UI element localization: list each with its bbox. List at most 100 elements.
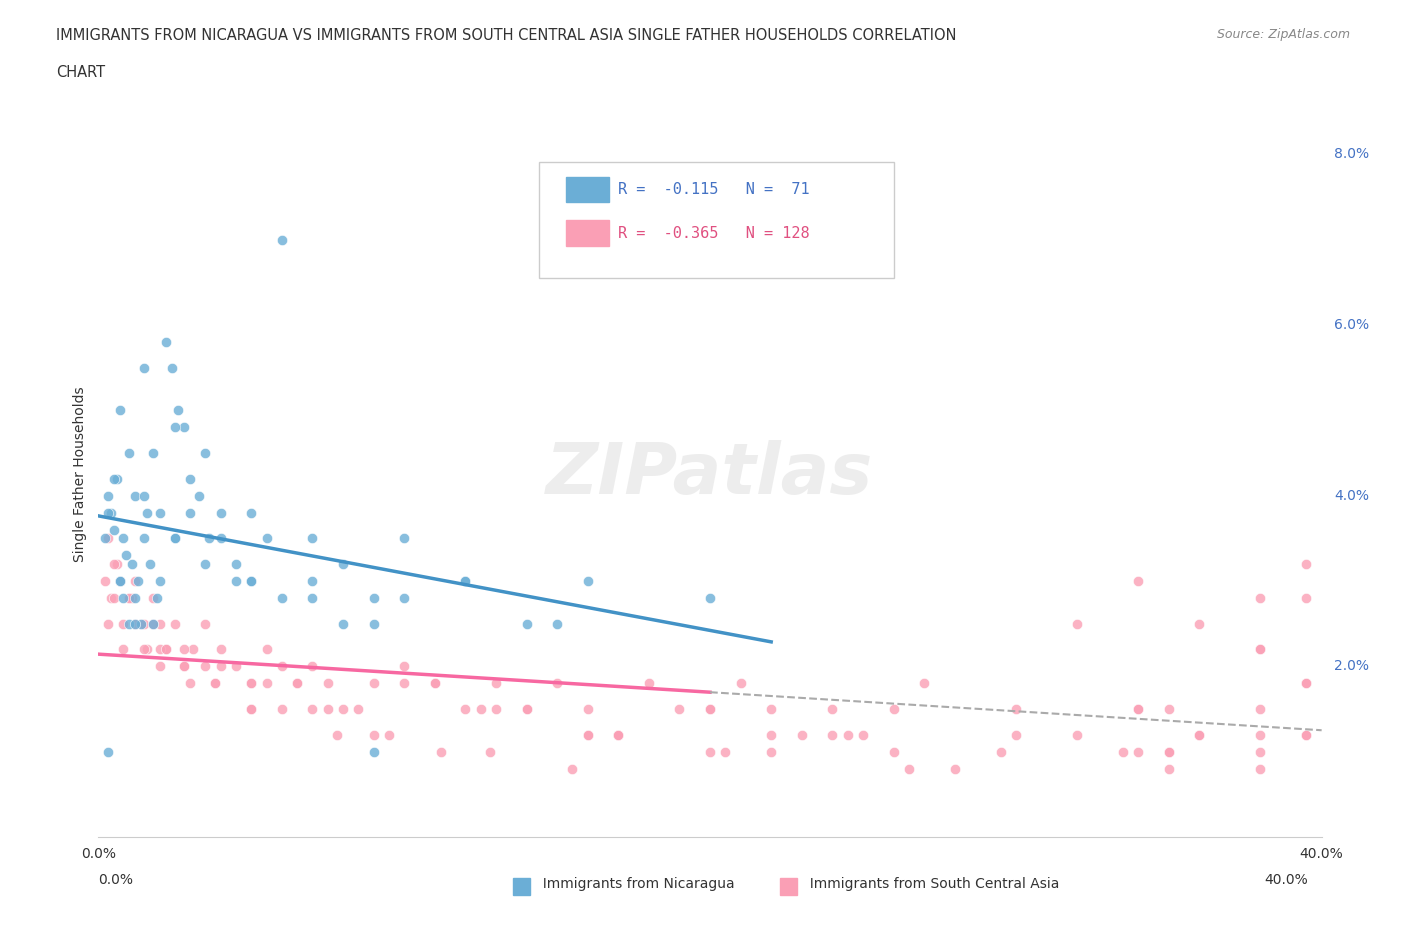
Point [1188, 727, 1211, 742]
Point [423, 676, 446, 691]
Point [142, 591, 165, 605]
Point [124, 488, 146, 503]
Point [179, 676, 201, 691]
Point [103, 523, 125, 538]
Point [332, 701, 354, 716]
Point [167, 403, 190, 418]
Point [240, 676, 263, 691]
Point [392, 531, 416, 546]
Point [1128, 701, 1150, 716]
Point [160, 360, 183, 375]
Point [714, 744, 737, 759]
Point [256, 642, 278, 657]
Point [270, 232, 292, 247]
Point [1004, 727, 1026, 742]
Point [163, 420, 186, 435]
Point [105, 472, 128, 486]
Point [155, 642, 177, 657]
Point [173, 658, 195, 673]
Point [301, 658, 323, 673]
Point [163, 531, 186, 546]
Point [1249, 701, 1271, 716]
Point [1157, 701, 1180, 716]
Point [301, 701, 323, 716]
Point [485, 701, 508, 716]
Point [576, 727, 599, 742]
Point [1128, 744, 1150, 759]
Point [1249, 591, 1271, 605]
Point [179, 505, 201, 520]
Point [1128, 701, 1150, 716]
Point [129, 617, 152, 631]
Point [1188, 727, 1211, 742]
Text: 0.0%: 0.0% [98, 872, 134, 886]
Text: Immigrants from Nicaragua: Immigrants from Nicaragua [534, 876, 735, 891]
Point [607, 727, 630, 742]
Point [1295, 676, 1317, 691]
Point [118, 617, 141, 631]
Text: Immigrants from South Central Asia: Immigrants from South Central Asia [801, 876, 1060, 891]
Point [204, 676, 226, 691]
Point [188, 488, 211, 503]
Point [668, 701, 690, 716]
Point [699, 744, 721, 759]
Point [1249, 762, 1271, 777]
Point [430, 744, 453, 759]
Point [149, 642, 172, 657]
Point [173, 420, 195, 435]
Point [225, 556, 247, 571]
Point [852, 727, 875, 742]
Point [155, 642, 177, 657]
Point [912, 676, 935, 691]
Point [145, 591, 167, 605]
Point [1066, 727, 1088, 742]
Point [1249, 642, 1271, 657]
Point [142, 617, 165, 631]
Text: R =  -0.365   N = 128: R = -0.365 N = 128 [619, 226, 810, 241]
Point [163, 531, 186, 546]
Point [392, 658, 416, 673]
Point [103, 472, 125, 486]
Point [124, 574, 146, 589]
Point [1157, 744, 1180, 759]
FancyBboxPatch shape [538, 163, 894, 278]
Point [454, 701, 477, 716]
Point [454, 574, 477, 589]
Point [516, 701, 538, 716]
Point [301, 531, 323, 546]
Point [142, 445, 165, 460]
Point [240, 574, 263, 589]
Point [256, 531, 278, 546]
Point [1188, 617, 1211, 631]
Point [837, 727, 859, 742]
Point [730, 676, 752, 691]
Point [103, 591, 125, 605]
Point [326, 727, 349, 742]
Point [179, 472, 201, 486]
Point [1128, 574, 1150, 589]
Text: 40.0%: 40.0% [1264, 872, 1308, 886]
Point [173, 642, 195, 657]
Point [240, 701, 263, 716]
Text: IMMIGRANTS FROM NICARAGUA VS IMMIGRANTS FROM SOUTH CENTRAL ASIA SINGLE FATHER HO: IMMIGRANTS FROM NICARAGUA VS IMMIGRANTS … [56, 28, 956, 43]
Point [108, 403, 131, 418]
Point [1295, 676, 1317, 691]
Point [105, 556, 128, 571]
Point [516, 701, 538, 716]
Point [943, 762, 966, 777]
Point [108, 574, 131, 589]
Text: ZIPatlas: ZIPatlas [547, 440, 873, 509]
Point [108, 574, 131, 589]
Point [111, 642, 134, 657]
Text: 8.0%: 8.0% [1334, 147, 1369, 161]
Point [990, 744, 1012, 759]
Point [134, 642, 156, 657]
Point [256, 676, 278, 691]
Point [124, 617, 146, 631]
Point [115, 548, 138, 563]
Point [173, 658, 195, 673]
Point [129, 617, 152, 631]
Point [1249, 744, 1271, 759]
Point [699, 701, 721, 716]
Point [97, 617, 120, 631]
